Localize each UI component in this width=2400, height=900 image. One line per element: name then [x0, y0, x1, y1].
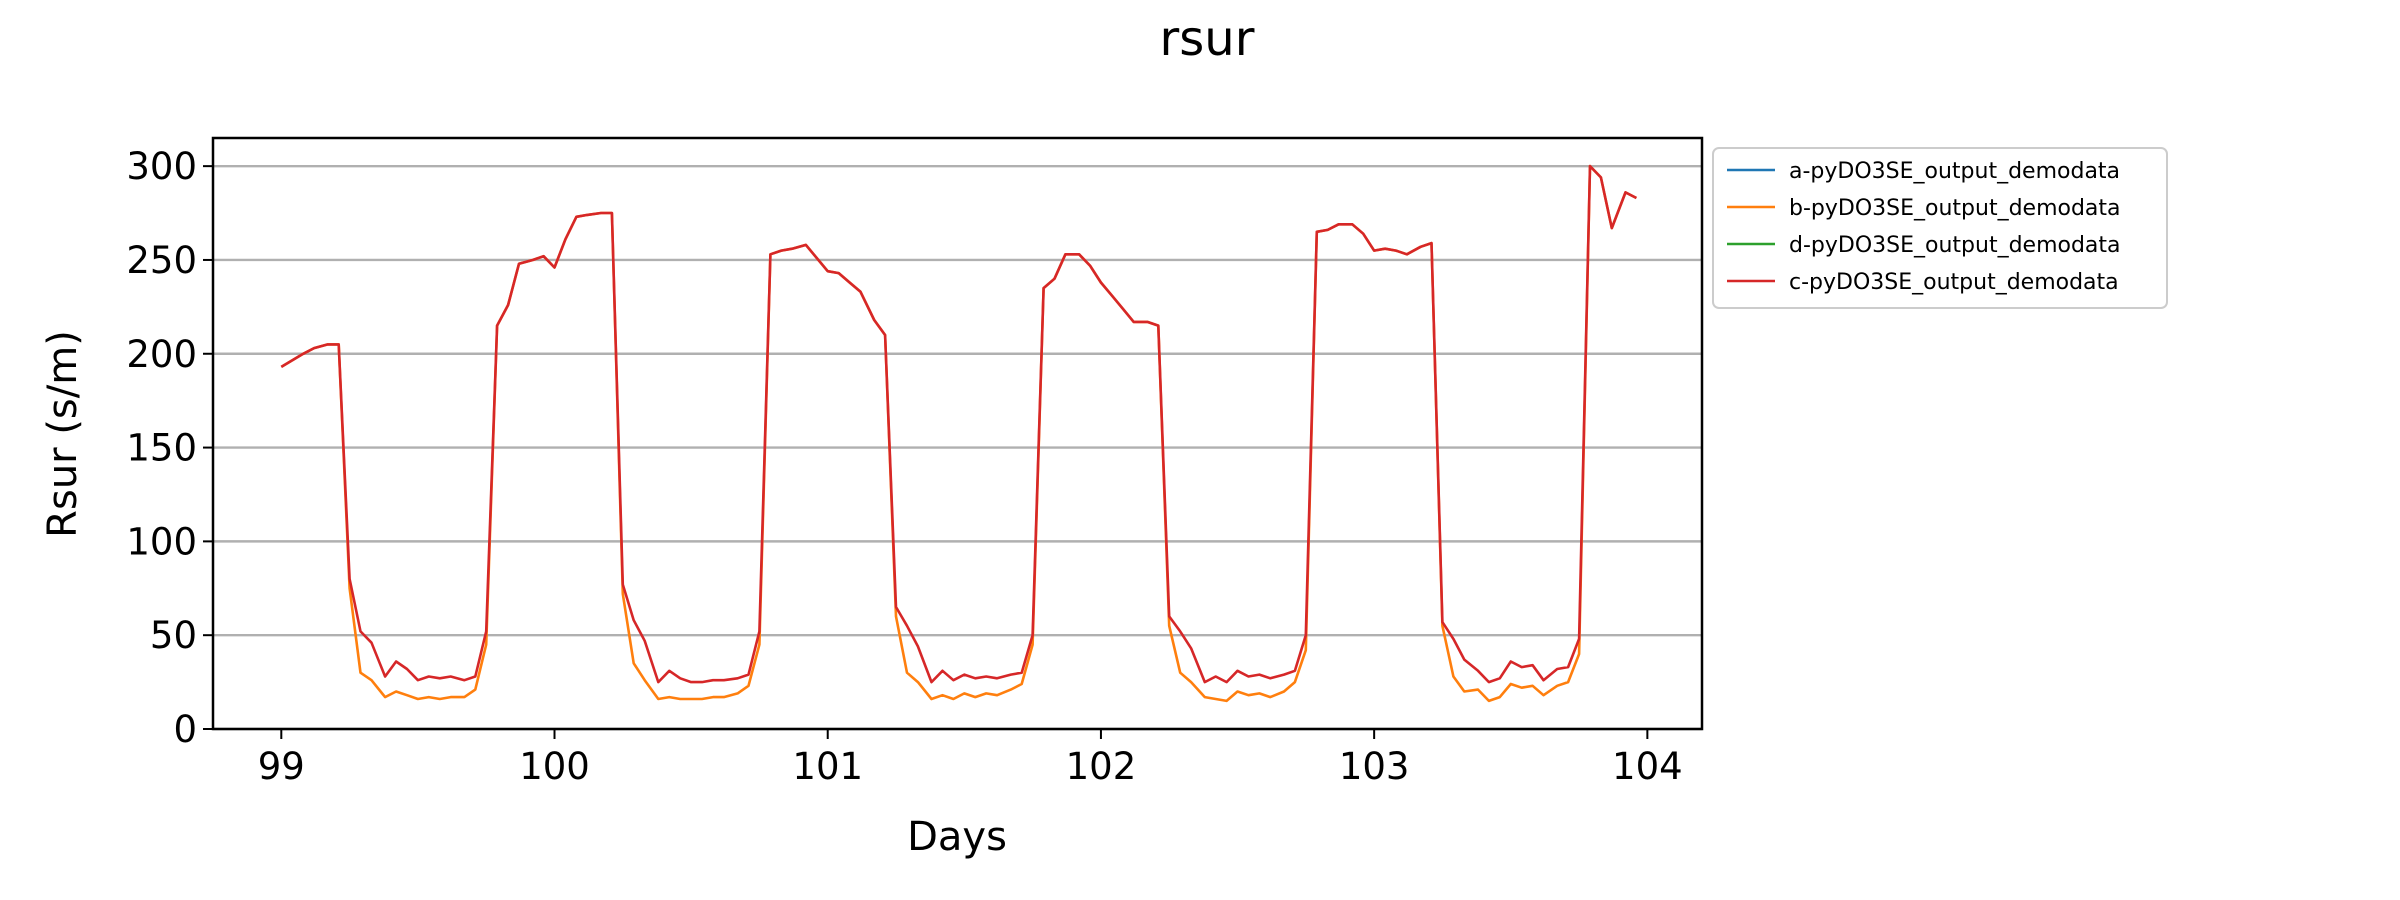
x-tick-label: 99: [258, 745, 305, 788]
y-tick-label: 300: [126, 145, 197, 188]
y-tick-label: 0: [173, 708, 197, 751]
plot-frame: [211, 136, 1704, 731]
x-tick-label: 100: [519, 745, 590, 788]
y-tick-label: 100: [126, 520, 197, 563]
series-lines: [280, 164, 1637, 703]
y-tick-label: 50: [150, 614, 197, 657]
legend-entry: a-pyDO3SE_output_demodata: [1789, 159, 2120, 184]
gridlines: [213, 164, 1702, 731]
legend-frame: [1712, 147, 2168, 309]
chart-title: rsur: [1160, 11, 1255, 67]
series-line-c: [280, 164, 1637, 684]
x-tick-label: 103: [1339, 745, 1410, 788]
x-axis-ticks: 99 100 101 102 103 104: [258, 729, 1683, 788]
x-tick-label: 104: [1612, 745, 1683, 788]
legend-entry: c-pyDO3SE_output_demodata: [1789, 270, 2119, 295]
legend: a-pyDO3SE_output_demodata b-pyDO3SE_outpu…: [1712, 147, 2168, 309]
legend-entry: d-pyDO3SE_output_demodata: [1789, 233, 2121, 258]
y-tick-label: 250: [126, 239, 197, 282]
x-axis-label: Days: [907, 814, 1007, 860]
x-tick-label: 101: [792, 745, 863, 788]
y-axis-label: Rsur (s/m): [40, 330, 86, 538]
x-tick-label: 102: [1066, 745, 1137, 788]
y-axis-ticks: 0 50 100 150 200 250 300: [126, 145, 213, 751]
y-tick-label: 200: [126, 333, 197, 376]
legend-entry: b-pyDO3SE_output_demodata: [1789, 196, 2121, 221]
y-tick-label: 150: [126, 427, 197, 470]
